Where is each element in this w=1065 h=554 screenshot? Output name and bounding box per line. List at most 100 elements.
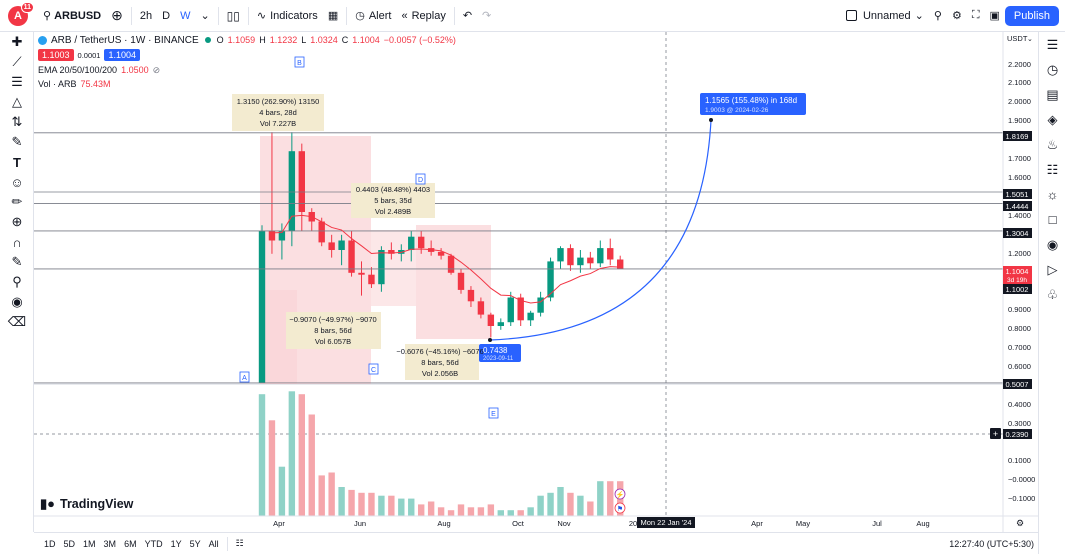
measure-box-b[interactable]: 0.4403 (48.48%) 4403 5 bars, 35d Vol 2.4… [351,183,435,218]
marker-b[interactable]: B [294,56,305,68]
lock-tool[interactable]: ⚲ [0,272,34,292]
user-avatar[interactable]: A 11 [8,1,34,26]
quick-search-button[interactable]: ⚲ [929,0,947,32]
alerts-button[interactable]: ◷ [1039,57,1065,82]
timezone-clock[interactable]: 12:27:40 (UTC+5:30) [949,538,1034,549]
streams-button[interactable]: ◉ [1039,232,1065,257]
layers-button[interactable]: ◈ [1039,107,1065,132]
range-6m[interactable]: 6M [124,538,137,549]
fullscreen-button[interactable]: ⛶ [967,0,985,32]
indicators-button[interactable]: ∿ Indicators [252,0,323,32]
range-1d[interactable]: 1D [44,538,56,549]
candle-body [577,257,584,266]
sell-price-button[interactable]: 1.1003 [38,49,74,61]
zoom-tool[interactable]: ⊕ [0,212,34,232]
trend-line-tool[interactable]: ⟋ [0,52,34,72]
hotlist-button[interactable]: ♨ [1039,132,1065,157]
redo-button[interactable]: ↷ [477,0,496,32]
interval-2h[interactable]: 2h [139,9,153,22]
range-box-d[interactable] [416,225,491,339]
symbol-search[interactable]: ⚲ ARBUSD [38,0,106,32]
emoji-tool[interactable]: ☺ [0,172,34,192]
screener-button[interactable]: ▷ [1039,257,1065,282]
replay-button[interactable]: « Replay [396,0,450,32]
prediction-tool[interactable]: ⇅ [0,112,34,132]
range-1m[interactable]: 1M [83,538,96,549]
notifications-button[interactable]: ♧ [1039,282,1065,307]
flag-event-icon[interactable] [614,502,626,514]
measure-box-d[interactable]: −0.6076 (−45.16%) −6076 8 bars, 56d Vol … [396,344,484,380]
candle-body [418,236,425,249]
chart-canvas[interactable]: 1.1565 (155.48%) in 168d 1.9003 @ 2024-0… [0,32,1038,532]
measure-box-a[interactable]: 1.3150 (262.90%) 13150 4 bars, 28d Vol 7… [232,94,324,131]
range-ytd[interactable]: YTD [144,538,163,549]
buy-price-button[interactable]: 1.1004 [104,49,141,61]
magnet-tool[interactable]: ∩ [0,232,34,252]
measure-box-c[interactable]: −0.9070 (−49.97%) −9070 8 bars, 56d Vol … [286,312,381,349]
chart-type-button[interactable]: ▯▯ [222,0,245,32]
volume-bar [607,481,614,516]
volume-bar [358,492,365,516]
forecast-start-point[interactable] [488,338,492,342]
interval-d[interactable]: D [162,9,171,22]
forecast-end-point[interactable] [709,118,713,122]
marker-e[interactable]: E [488,407,499,419]
marker-a[interactable]: A [239,371,250,383]
interval-w[interactable]: W [180,9,191,22]
forecast-label-box[interactable] [700,93,806,115]
drawing-toolbar: ✚ ⟋ ☰ △ ⇅ ✎ T ☺ ✏ ⊕ ∩ ✎ ⚲ ◉ ⌫ [0,32,34,532]
marker-c[interactable]: C [368,363,379,375]
ideas-button[interactable]: ☼ [1039,182,1065,207]
horizontal-lines-tool[interactable]: ☰ [0,72,34,92]
alert-button[interactable]: ◷ Alert [350,0,396,32]
divider [453,6,455,25]
crosshair-add-button[interactable]: + [990,428,1001,439]
vol-value: 75.43M [80,79,111,89]
settings-gear-icon[interactable]: ⚙ [1016,518,1024,528]
volume-row[interactable]: Vol · ARB 75.43M [38,77,456,91]
volume-bar [477,507,485,516]
range-all[interactable]: All [208,538,219,549]
hidden-eye-icon[interactable]: ⊘ [152,64,161,75]
ema-row[interactable]: EMA 20/50/100/200 1.0500 ⊘ [38,63,456,77]
layout-menu[interactable]: Unnamed ⌄ [841,0,929,32]
axis-label-1-8169: 1.8169 [1003,131,1032,141]
snapshot-button[interactable]: ▣ [985,0,1005,32]
volume-bar [368,492,375,516]
marker-d[interactable]: D [415,173,426,185]
currency-label[interactable]: USDT [1007,34,1028,43]
range-5d[interactable]: 5D [63,538,76,549]
goto-date-button[interactable]: ☷ [232,538,248,549]
data-window-button[interactable]: ▤ [1039,82,1065,107]
remove-tool[interactable]: ⌫ [0,312,34,332]
watchlist-button[interactable]: ☰ [1039,32,1065,57]
undo-button[interactable]: ↶ [458,0,477,32]
event-icon[interactable] [614,488,626,500]
settings-button[interactable]: ⚙ [947,0,967,32]
range-1y[interactable]: 1Y [170,538,182,549]
change-value: −0.0057 (−0.52%) [383,35,456,45]
hide-tool[interactable]: ◉ [0,292,34,312]
interval-dropdown[interactable]: ⌄ [195,0,214,32]
avatar-letter: A [14,9,22,22]
stay-drawing-tool[interactable]: ✎ [0,252,34,272]
chats-button[interactable]: □ [1039,207,1065,232]
pattern-tool[interactable]: △ [0,92,34,112]
text-tool[interactable]: T [0,152,34,172]
templates-button[interactable]: ▦ [323,0,343,32]
calendar-button[interactable]: ☷ [1039,157,1065,182]
time-ticks[interactable]: Apr Jun Aug Oct Nov 20 Apr May Jul Aug [273,519,930,528]
ruler-tool[interactable]: ✏ [0,192,34,212]
brush-tool[interactable]: ✎ [0,132,34,152]
low-tag-box[interactable] [479,344,521,362]
range-5y[interactable]: 5Y [189,538,201,549]
crosshair-date-label: Mon 22 Jan '24 [637,517,695,528]
ema-value: 1.0500 [121,65,149,75]
crosshair-tool[interactable]: ✚ [0,32,34,52]
publish-button[interactable]: Publish [1004,5,1059,26]
range-3m[interactable]: 3M [103,538,117,549]
legend-title[interactable]: ARB / TetherUS · 1W · BINANCE [51,34,199,46]
axis-label-1-5051: 1.5051 [1003,189,1032,199]
compare-symbol-button[interactable]: ⊕ [106,0,128,32]
forecast-curve[interactable] [489,119,712,341]
